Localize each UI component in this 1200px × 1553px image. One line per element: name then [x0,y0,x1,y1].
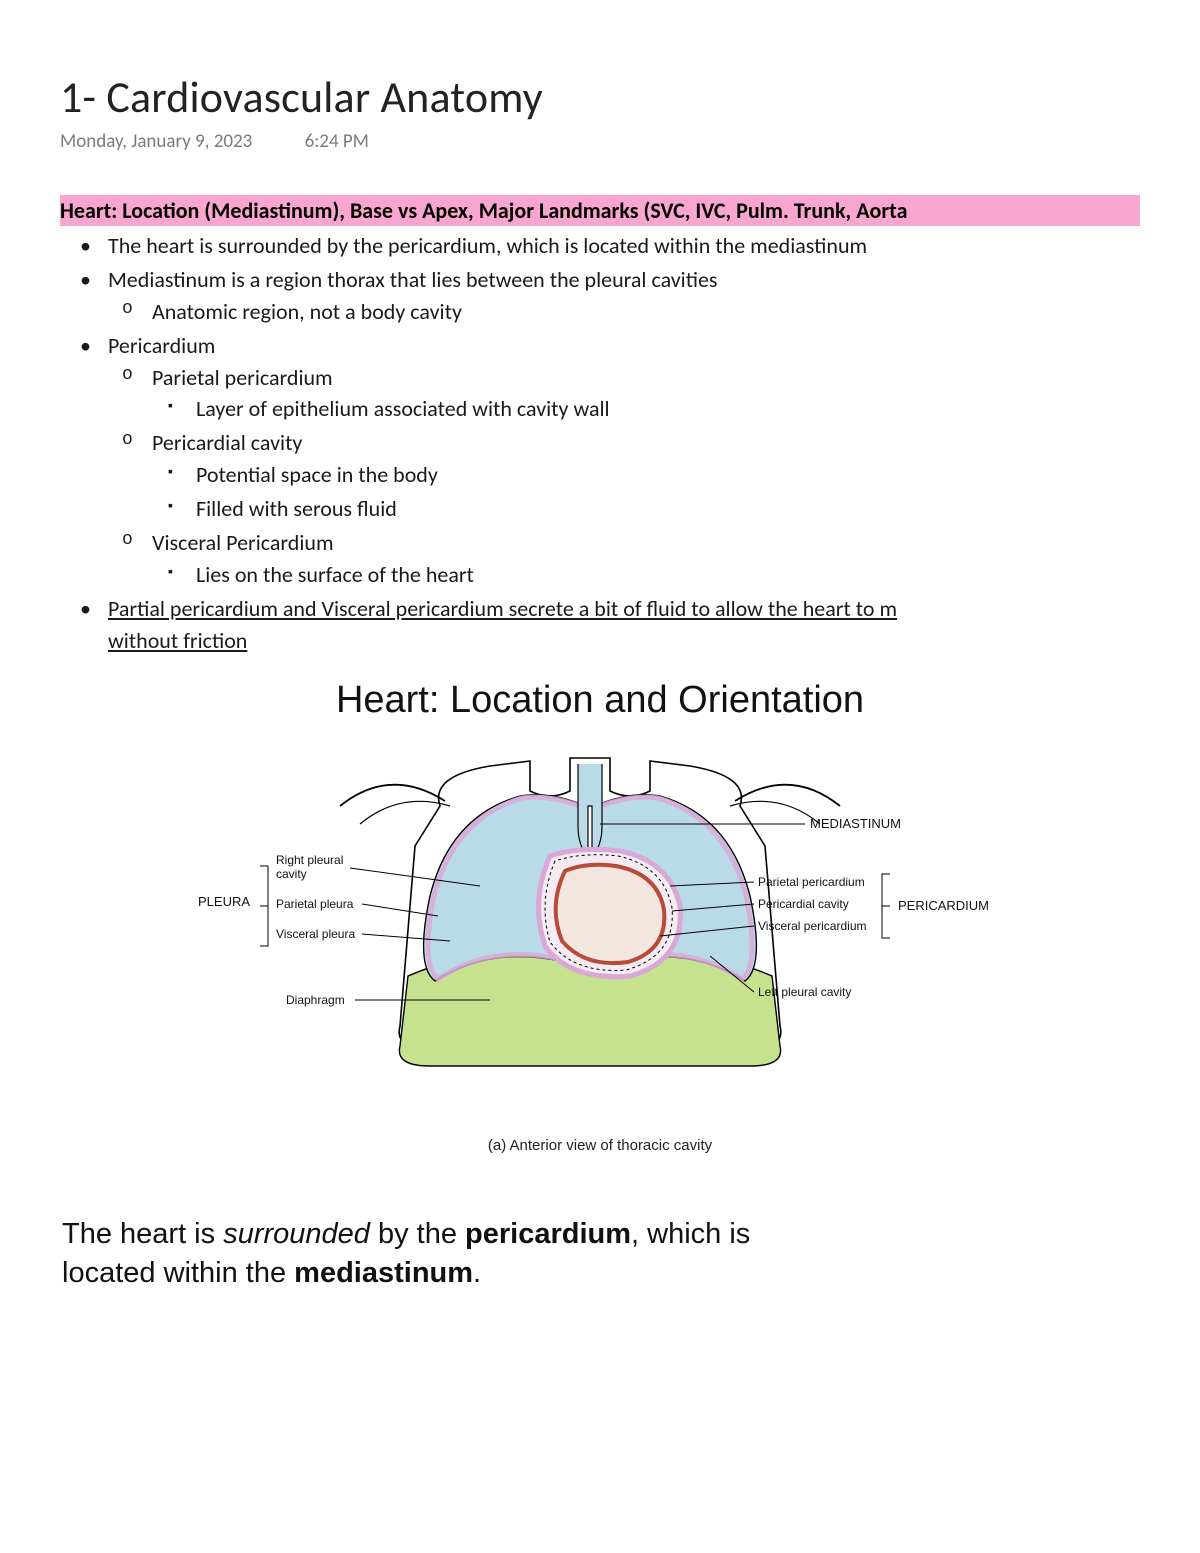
mediastinum-label: MEDIASTINUM [810,816,901,831]
sub-item: Pericardial cavity Potential space in th… [152,427,1140,525]
parietal-peri-label: Parietal pericardium [758,875,865,889]
visceral-peri-label: Visceral pericardium [758,919,867,933]
bullet-item: Mediastinum is a region thorax that lies… [108,264,1140,328]
diagram-svg: PLEURA Right pleural cavity Parietal ple… [190,746,1010,1126]
summary-bold: mediastinum [294,1257,473,1289]
summary-italic: surrounded [223,1218,370,1250]
anatomy-diagram: PLEURA Right pleural cavity Parietal ple… [190,746,1010,1126]
subsub-item: Filled with serous fluid [196,493,1140,525]
figure-caption: (a) Anterior view of thoracic cavity [190,1137,1010,1154]
summary-bold: pericardium [465,1218,631,1250]
visceral-pleura-label: Visceral pleura [276,927,355,941]
sub-item: Visceral Pericardium Lies on the surface… [152,527,1140,591]
bullet-item: Pericardium Parietal pericardium Layer o… [108,330,1140,591]
summary-text: The heart is surrounded by the pericardi… [60,1215,820,1293]
summary-part: The heart is [62,1218,223,1250]
pericardium-group-label: PERICARDIUM [898,898,989,913]
summary-part: . [473,1257,481,1289]
underlined-text: Partial pericardium and Visceral pericar… [108,595,897,622]
pericardial-cav-label: Pericardial cavity [758,897,849,911]
left-pleural-label: Left pleural cavity [758,985,851,999]
subsub-item: Layer of epithelium associated with cavi… [196,393,1140,425]
meta-date: Monday, January 9, 2023 [60,130,252,153]
parietal-pleura-label: Parietal pleura [276,897,354,911]
notes-list: The heart is surrounded by the pericardi… [60,230,1140,657]
subsub-item: Lies on the surface of the heart [196,559,1140,591]
sub-text: Visceral Pericardium [152,529,334,556]
sub-text: Parietal pericardium [152,364,333,391]
underlined-text: without friction [108,627,247,654]
bullet-text: Pericardium [108,332,215,359]
section-header: Heart: Location (Mediastinum), Base vs A… [60,195,1140,226]
meta-row: Monday, January 9, 2023 6:24 PM [60,130,1140,153]
diaphragm-label: Diaphragm [286,993,345,1007]
bullet-item: The heart is surrounded by the pericardi… [108,230,1140,262]
subsub-item: Potential space in the body [196,459,1140,491]
heart-shape [556,864,665,962]
summary-part: by the [370,1218,465,1250]
figure-block: Heart: Location and Orientation [60,679,1140,1155]
right-pleural-label2: cavity [276,867,307,881]
sub-item: Anatomic region, not a body cavity [152,296,1140,328]
bullet-item: Partial pericardium and Visceral pericar… [108,593,1140,657]
figure-title: Heart: Location and Orientation [60,679,1140,722]
pleura-label: PLEURA [198,894,250,909]
bullet-text: Mediastinum is a region thorax that lies… [108,266,718,293]
meta-time: 6:24 PM [305,130,369,153]
right-pleural-label1: Right pleural [276,853,343,867]
sub-text: Pericardial cavity [152,429,302,456]
page-title: 1- Cardiovascular Anatomy [60,70,1140,124]
sub-item: Parietal pericardium Layer of epithelium… [152,362,1140,426]
